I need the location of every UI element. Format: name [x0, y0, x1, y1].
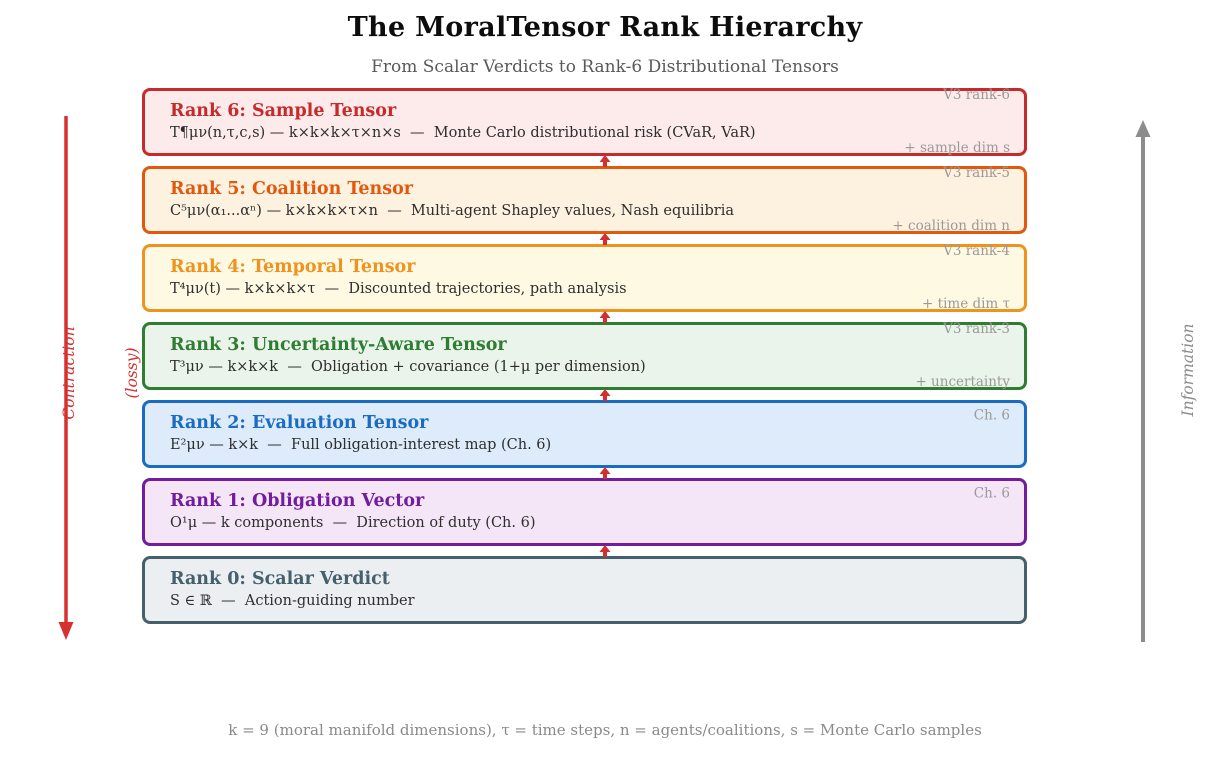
rank-0-box: Rank 0: Scalar Verdict S ∈ ℝ — Action-gu…	[142, 556, 1027, 624]
rank-0-note	[976, 537, 1010, 642]
rank-4-box: Rank 4: Temporal Tensor T⁴μν(t) — k×k×k×…	[142, 243, 1027, 312]
rank-3-note-line1: V3 rank-3	[943, 320, 1010, 337]
up-arrow-connector-icon	[599, 155, 611, 167]
rank-1-note-line1: Ch. 6	[973, 485, 1010, 502]
contraction-arrow-icon	[58, 116, 74, 640]
rank-5-box: Rank 5: Coalition Tensor C⁵μν(α₁...αⁿ) —…	[142, 165, 1027, 234]
rank-5-note-line2: + coalition dim n	[892, 217, 1010, 234]
rank-6-box: Rank 6: Sample Tensor T¶μν(n,τ,c,s) — k×…	[142, 87, 1027, 156]
rank-4-title: Rank 4: Temporal Tensor	[170, 257, 416, 277]
rank-6-formula: T¶μν(n,τ,c,s) — k×k×k×τ×n×s — Monte Carl…	[170, 125, 756, 141]
rank-stack: Rank 6: Sample Tensor T¶μν(n,τ,c,s) — k×…	[142, 87, 1027, 634]
rank-3-note-line2: + uncertainty	[915, 373, 1010, 390]
rank-0-formula: S ∈ ℝ — Action-guiding number	[170, 593, 415, 609]
rank-3-box: Rank 3: Uncertainty-Aware Tensor T³μν — …	[142, 321, 1027, 390]
rank-5-formula: C⁵μν(α₁...αⁿ) — k×k×k×τ×n — Multi-agent …	[170, 203, 734, 219]
rank-4-note-line1: V3 rank-4	[943, 242, 1010, 259]
rank-2-title: Rank 2: Evaluation Tensor	[170, 413, 429, 433]
information-preserved-arrow-icon	[1135, 120, 1151, 642]
rank-1-title: Rank 1: Obligation Vector	[170, 491, 425, 511]
rank-3-note: V3 rank-3 + uncertainty	[915, 286, 1010, 426]
up-arrow-connector-icon	[599, 389, 611, 401]
rank-2-formula: E²μν — k×k — Full obligation-interest ma…	[170, 437, 552, 453]
contraction-label-line2: (lossy)	[122, 347, 141, 399]
page-subtitle: From Scalar Verdicts to Rank-6 Distribut…	[371, 57, 839, 77]
rank-6-title: Rank 6: Sample Tensor	[170, 101, 397, 121]
rank-6-note-line1: V3 rank-6	[943, 86, 1010, 103]
legend-footnote: k = 9 (moral manifold dimensions), τ = t…	[228, 721, 982, 739]
rank-1-box: Rank 1: Obligation Vector O¹μ — k compon…	[142, 478, 1027, 546]
information-preserved-label: Information Preserved	[1136, 290, 1197, 450]
rank-5-title: Rank 5: Coalition Tensor	[170, 179, 414, 199]
rank-5-note: V3 rank-5 + coalition dim n	[892, 130, 1010, 270]
rank-6-note: V3 rank-6 + sample dim s	[904, 52, 1010, 192]
rank-0-title: Rank 0: Scalar Verdict	[170, 569, 390, 589]
rank-1-note: Ch. 6	[974, 451, 1010, 574]
rank-4-formula: T⁴μν(t) — k×k×k×τ — Discounted trajector…	[170, 281, 627, 297]
up-arrow-connector-icon	[599, 233, 611, 245]
contraction-label: Contraction (lossy)	[17, 293, 141, 453]
rank-5-note-line1: V3 rank-5	[943, 164, 1010, 181]
rank-2-note: Ch. 6	[974, 373, 1010, 496]
page-title: The MoralTensor Rank Hierarchy	[347, 12, 863, 43]
rank-2-box: Rank 2: Evaluation Tensor E²μν — k×k — F…	[142, 400, 1027, 468]
up-arrow-connector-icon	[599, 545, 611, 557]
rank-3-formula: T³μν — k×k×k — Obligation + covariance (…	[170, 359, 646, 375]
rank-1-formula: O¹μ — k components — Direction of duty (…	[170, 515, 536, 531]
rank-6-note-line2: + sample dim s	[904, 139, 1010, 156]
up-arrow-connector-icon	[599, 311, 611, 323]
up-arrow-connector-icon	[599, 467, 611, 479]
information-label-line1: Information	[1178, 323, 1197, 417]
rank-4-note-line2: + time dim τ	[922, 295, 1010, 312]
rank-2-note-line1: Ch. 6	[973, 407, 1010, 424]
rank-4-note: V3 rank-4 + time dim τ	[922, 208, 1010, 348]
rank-3-title: Rank 3: Uncertainty-Aware Tensor	[170, 335, 507, 355]
contraction-label-line1: Contraction	[59, 326, 78, 420]
